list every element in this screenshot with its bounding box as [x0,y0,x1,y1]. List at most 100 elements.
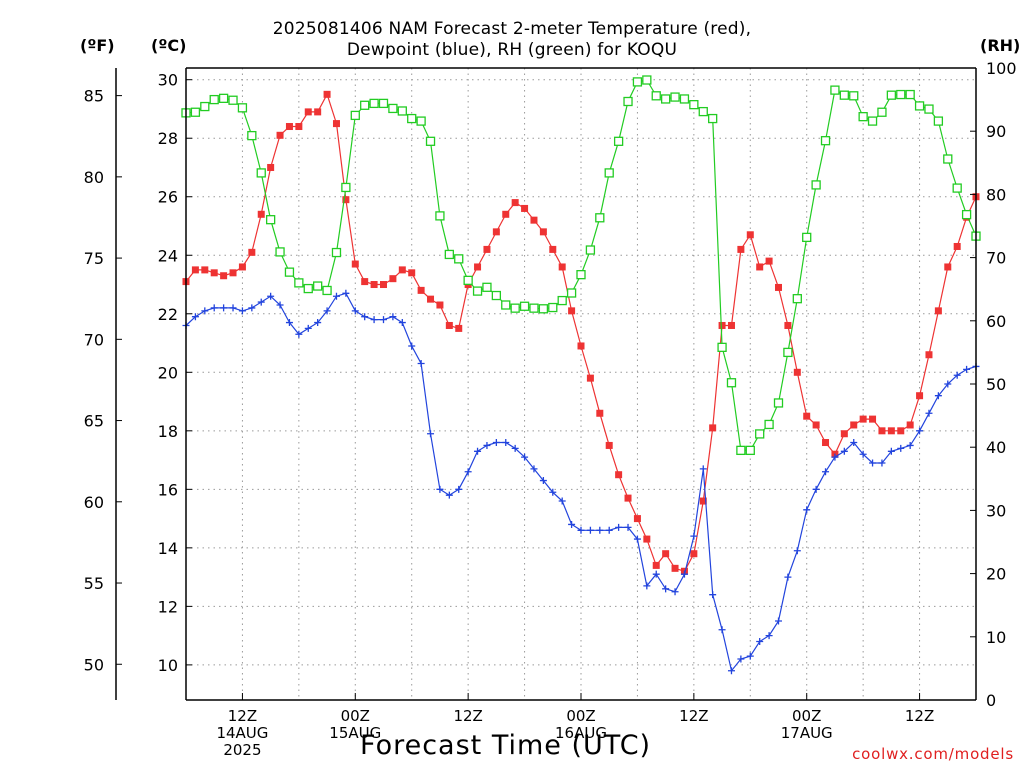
dewpoint-point [370,316,378,324]
rh-point [350,110,360,121]
dewpoint-point [850,439,858,447]
x-axis-label: Forecast Time (UTC) [360,730,652,761]
temperature-point [934,307,942,315]
rh-point [632,77,643,87]
rh-point [651,91,661,101]
rh-point [679,94,690,104]
temperature-point [605,441,613,449]
temperature-point [445,321,453,329]
temperature-point [248,248,256,256]
temperature-point [201,266,209,274]
dewpoint-point [568,520,576,528]
dewpoint-point [530,465,538,473]
rh-point [275,247,285,257]
rh-point [839,90,849,100]
celsius-tick-label: 24 [158,246,178,265]
temperature-point [897,427,905,435]
dewpoint-point [662,585,670,593]
dewpoint-point [549,488,557,496]
dewpoint-point [257,298,265,306]
dewpoint-point [897,444,905,452]
rh-point [905,89,915,100]
temperature-point [793,368,801,376]
rh-point [557,295,567,306]
rh-point [303,283,313,294]
temperature-point [850,421,858,429]
dewpoint-point [492,439,500,447]
temperature-point [662,550,670,558]
dewpoint-point [934,392,942,400]
temperature-point [408,269,416,277]
fahrenheit-tick-label: 75 [84,249,104,268]
rh-point [209,94,219,105]
rh-tick-label: 60 [986,312,1006,331]
dewpoint-point [812,485,820,493]
rh-line [185,79,977,451]
axis-layer: 10 12 14 16 18 20 22 24 26 28 30 50 55 60 65 70 75 80 85 0 1… [84,59,1017,759]
temperature-point [756,263,764,271]
temperature-point [267,163,275,171]
x-tick-label: 15AUG [329,724,381,742]
rh-point [896,89,906,100]
dewpoint-point [906,441,914,449]
x-tick-label: 14AUG [216,724,268,742]
dewpoint-point [502,439,510,447]
rh-point [491,290,502,301]
celsius-tick-label: 20 [158,363,178,382]
celsius-tick-label: 28 [158,129,178,148]
rh-point [190,107,201,117]
rh-point [566,288,577,298]
celsius-axis-label: (ºC) [151,36,187,55]
temperature-point [906,421,914,429]
dewpoint-point [643,582,651,590]
dewpoint-point [746,652,754,660]
celsius-tick-label: 14 [158,539,178,558]
temperature-point [840,430,848,438]
grid-layer [185,68,977,700]
dewpoint-point [831,453,839,461]
dewpoint-point [436,485,444,493]
fahrenheit-tick-label: 55 [84,574,104,593]
dewpoint-point [586,526,594,534]
temperature-point [869,415,877,423]
temperature-point [191,266,199,274]
rh-point [613,136,624,146]
dewpoint-point [276,301,284,309]
dewpoint-point [201,307,209,315]
rh-point [218,93,229,103]
rh-point [595,213,605,223]
dewpoint-point [596,526,604,534]
x-tick-label: 17AUG [781,724,833,742]
fahrenheit-tick-label: 70 [84,330,104,349]
fahrenheit-tick-label: 60 [84,493,104,512]
dewpoint-point [925,409,933,417]
dewpoint-point [709,591,717,599]
temperature-point [351,260,359,268]
rh-point [792,294,802,304]
rh-point [802,232,812,243]
temperature-point [492,228,500,236]
dewpoint-point [803,506,811,514]
dewpoint-point [474,447,482,455]
rh-point [717,342,727,352]
rh-point [830,85,840,95]
rh-point [745,445,755,456]
rh-point [914,101,925,111]
rh-point [331,247,342,258]
temperature-point [427,295,435,303]
rh-point [811,180,821,190]
fahrenheit-tick-label: 65 [84,412,104,431]
temperature-point [436,301,444,309]
temperature-point [455,324,463,332]
dewpoint-point [314,319,322,327]
dewpoint-point [916,427,924,435]
temperature-point [530,216,538,224]
dewpoint-point [727,667,735,675]
rh-tick-label: 20 [986,565,1006,584]
x-tick-label: 12Z [679,707,708,725]
rh-point [454,254,464,264]
temperature-point [718,321,726,329]
temperature-point [878,427,886,435]
dewpoint-point [680,570,688,578]
